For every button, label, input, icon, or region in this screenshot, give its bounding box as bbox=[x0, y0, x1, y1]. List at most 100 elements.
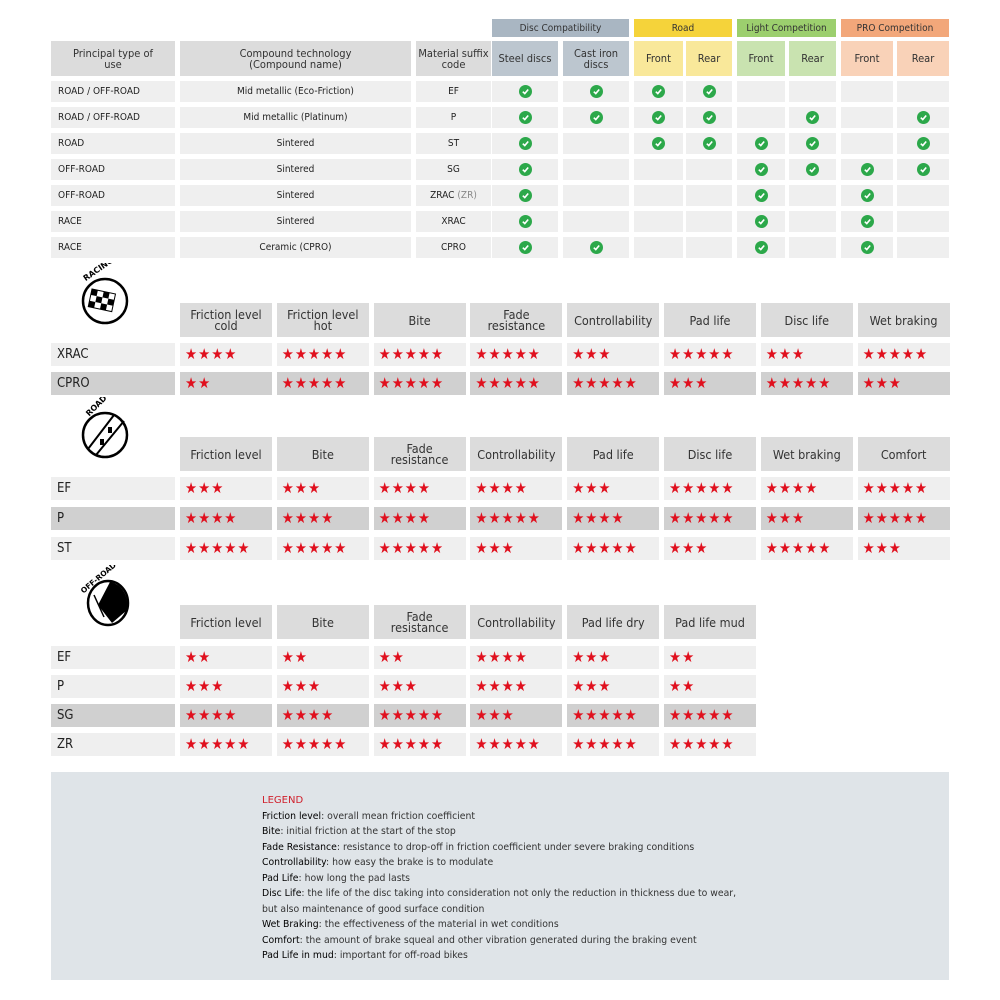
check-cell bbox=[897, 211, 949, 232]
star-icons: ★★★★★ bbox=[378, 374, 445, 392]
check-icon bbox=[518, 189, 532, 202]
star-icons: ★★★★ bbox=[475, 648, 528, 666]
star-icons: ★★★★ bbox=[281, 706, 335, 724]
star-icons: ★★★★★ bbox=[475, 345, 541, 363]
check-cell bbox=[841, 159, 893, 180]
star-rating: ★★★★★ bbox=[664, 507, 756, 530]
star-icons: ★★★ bbox=[281, 677, 322, 695]
column-header: Pad life bbox=[664, 303, 756, 337]
star-rating: ★★★★★ bbox=[373, 343, 466, 366]
legend-description: : how long the pad lasts bbox=[298, 872, 411, 884]
check-cell bbox=[737, 185, 785, 206]
column-header: Friction level hot bbox=[276, 303, 369, 337]
star-icons: ★★★ bbox=[765, 509, 806, 527]
star-icons: ★★★ bbox=[669, 374, 709, 392]
star-icons: ★★★★ bbox=[475, 479, 528, 497]
check-cell bbox=[686, 81, 732, 102]
column-header: Friction level bbox=[180, 605, 272, 639]
check-icon bbox=[916, 163, 930, 176]
star-rating: ★★★★ bbox=[470, 675, 563, 698]
star-rating: ★★★★ bbox=[373, 477, 466, 500]
check-cell bbox=[841, 133, 893, 154]
star-rating: ★★★★★ bbox=[470, 372, 563, 395]
row-code: P bbox=[51, 507, 175, 530]
star-icons: ★★★★★ bbox=[669, 706, 735, 724]
star-rating: ★★ bbox=[664, 646, 756, 669]
group-header: Road bbox=[634, 19, 732, 37]
column-header: Pad life bbox=[567, 437, 660, 471]
suffix-cell: XRAC bbox=[416, 211, 491, 232]
star-rating: ★★★ bbox=[276, 675, 369, 698]
column-header: Comfort bbox=[857, 437, 950, 471]
check-cell bbox=[737, 237, 785, 258]
star-rating: ★★★★ bbox=[276, 507, 369, 530]
star-rating: ★★★ bbox=[857, 372, 950, 395]
star-icons: ★★★★★ bbox=[281, 374, 348, 392]
star-rating: ★★★★★ bbox=[664, 733, 756, 756]
check-cell bbox=[492, 133, 558, 154]
check-icon bbox=[754, 137, 768, 150]
star-rating: ★★★★ bbox=[276, 704, 369, 727]
column-header: Friction level cold bbox=[180, 303, 272, 337]
row-code: EF bbox=[51, 477, 175, 500]
compound-cell: Sintered bbox=[180, 211, 411, 232]
star-icons: ★★★ bbox=[572, 479, 612, 497]
check-cell bbox=[897, 107, 949, 128]
row-code: EF bbox=[51, 646, 175, 669]
legend-item: Pad Life: how long the pad lasts bbox=[262, 871, 762, 887]
star-icons: ★★★★★ bbox=[572, 374, 638, 392]
star-icons: ★★★ bbox=[572, 648, 612, 666]
compound-cell: Mid metallic (Platinum) bbox=[180, 107, 411, 128]
star-rating: ★★★★★ bbox=[664, 704, 756, 727]
star-rating: ★★★★★ bbox=[857, 507, 950, 530]
legend-description: : important for off-road bikes bbox=[333, 950, 468, 961]
racing-flag-icon: RACING bbox=[70, 256, 150, 337]
star-rating: ★★★★★ bbox=[664, 477, 756, 500]
star-icons: ★★★ bbox=[862, 374, 902, 392]
suffix-cell: P bbox=[416, 107, 491, 128]
suffix-code: P bbox=[450, 112, 457, 123]
legend-term: Friction level bbox=[262, 810, 322, 822]
check-icon bbox=[702, 111, 716, 124]
legend-description: : the effectiveness of the material in w… bbox=[318, 919, 559, 930]
legend-term: Disc Life bbox=[262, 888, 302, 899]
header-steel: Steel discs bbox=[492, 41, 558, 76]
star-rating: ★★★★ bbox=[567, 507, 660, 530]
star-icons: ★★★★★ bbox=[572, 706, 638, 724]
star-rating: ★★★★★ bbox=[470, 343, 563, 366]
check-cell bbox=[897, 81, 949, 102]
legend-item: Pad Life in mud: important for off-road … bbox=[262, 948, 762, 964]
row-code: ZR bbox=[51, 733, 175, 756]
star-rating: ★★★★★ bbox=[373, 537, 466, 560]
star-icons: ★★★ bbox=[572, 677, 612, 695]
star-rating: ★★★★★ bbox=[373, 733, 466, 756]
column-header: Disc life bbox=[664, 437, 756, 471]
legend-description: : the life of the disc taking into consi… bbox=[262, 888, 737, 915]
check-cell bbox=[789, 237, 836, 258]
star-icons: ★★★★ bbox=[185, 509, 238, 527]
star-rating: ★★★★★ bbox=[373, 372, 466, 395]
use-cell: RACE bbox=[51, 211, 175, 232]
compound-cell: Sintered bbox=[180, 185, 411, 206]
star-icons: ★★★★ bbox=[378, 509, 431, 527]
legend-term: Pad Life in mud bbox=[262, 950, 334, 961]
star-icons: ★★★★★ bbox=[378, 735, 445, 753]
column-header: Pad life dry bbox=[567, 605, 660, 639]
road-icon: ROAD bbox=[70, 393, 150, 471]
star-icons: ★★★★★ bbox=[281, 735, 348, 753]
star-icons: ★★ bbox=[281, 648, 308, 666]
legend-description: : how easy the brake is to modulate bbox=[326, 857, 494, 868]
star-rating: ★★★★ bbox=[470, 646, 563, 669]
check-cell bbox=[789, 185, 836, 206]
legend-item: Friction level: overall mean friction co… bbox=[262, 809, 762, 825]
star-rating: ★★ bbox=[180, 372, 272, 395]
star-rating: ★★★ bbox=[180, 477, 272, 500]
column-header: Fade resistance bbox=[470, 303, 563, 337]
star-rating: ★★★★★ bbox=[276, 733, 369, 756]
check-cell bbox=[789, 133, 836, 154]
star-icons: ★★ bbox=[669, 648, 696, 666]
header-light-front: Front bbox=[737, 41, 785, 76]
column-header: Fade resistance bbox=[373, 437, 466, 471]
star-icons: ★★★ bbox=[281, 479, 322, 497]
check-cell bbox=[737, 211, 785, 232]
